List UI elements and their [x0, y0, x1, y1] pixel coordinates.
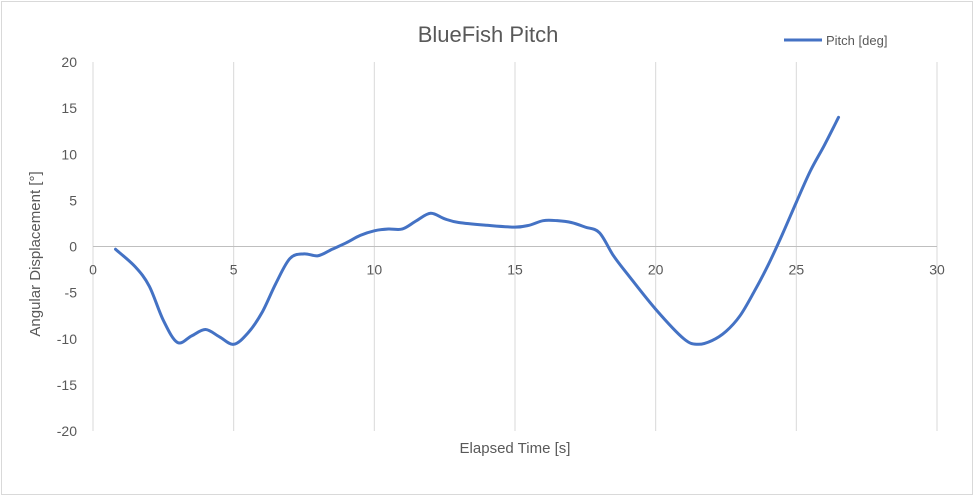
x-tick-label: 15 [507, 262, 523, 278]
x-tick-label: 20 [648, 262, 664, 278]
y-tick-label: 15 [61, 100, 77, 116]
y-tick-label: 5 [69, 192, 77, 208]
series-layer [116, 117, 839, 344]
legend-label: Pitch [deg] [826, 33, 887, 48]
y-tick-label: 0 [69, 239, 77, 255]
y-tick-label: -5 [65, 285, 78, 301]
y-tick-label: 10 [61, 146, 77, 162]
chart-title: BlueFish Pitch [418, 22, 559, 47]
x-axis-label: Elapsed Time [s] [460, 440, 571, 457]
grid-layer [93, 62, 937, 431]
series-line-pitch [116, 117, 839, 344]
y-tick-label: -15 [57, 377, 77, 393]
x-tick-label: 30 [929, 262, 945, 278]
y-axis-label: Angular Displacement [°] [27, 171, 44, 336]
legend: Pitch [deg] [784, 33, 887, 48]
x-tick-label: 0 [89, 262, 97, 278]
x-tick-label: 25 [789, 262, 805, 278]
x-tick-label: 10 [367, 262, 383, 278]
y-tick-label: -10 [57, 331, 77, 347]
y-tick-label: -20 [57, 423, 77, 439]
x-tick-label: 5 [230, 262, 238, 278]
y-tick-label: 20 [61, 54, 77, 70]
